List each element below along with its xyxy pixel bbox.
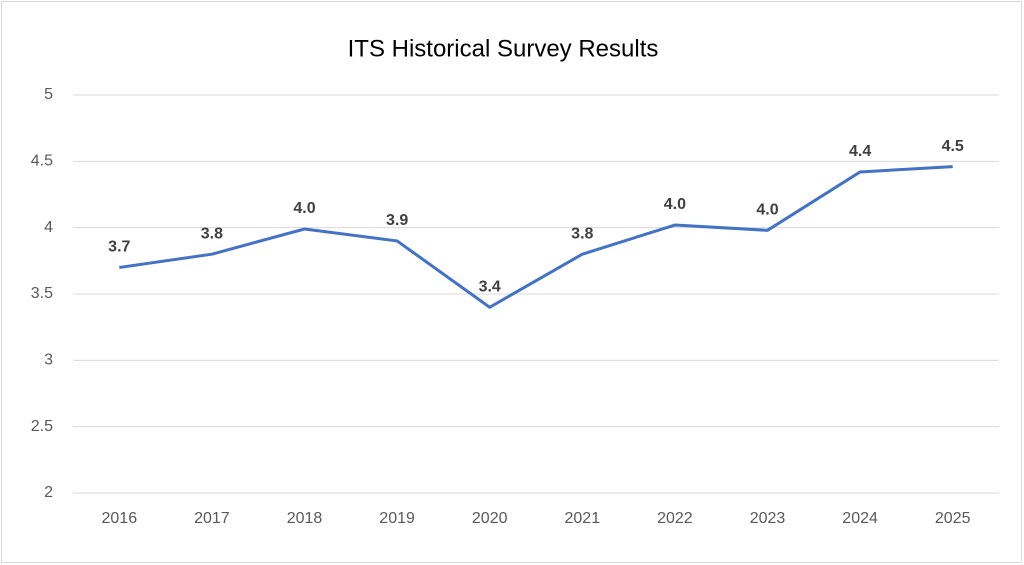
y-tick-label: 4.5 [31,153,53,170]
data-label: 3.8 [571,225,593,242]
y-tick-label: 2 [44,484,53,501]
x-tick-label: 2017 [194,510,230,527]
data-label: 3.9 [386,212,408,229]
data-label: 4.0 [293,200,315,217]
data-label: 4.0 [756,202,778,219]
data-label: 4.5 [942,138,964,155]
x-tick-label: 2019 [379,510,415,527]
data-label: 3.4 [479,278,501,295]
x-tick-label: 2024 [842,510,878,527]
data-label: 3.8 [201,225,223,242]
y-tick-label: 5 [44,86,53,103]
x-tick-label: 2018 [287,510,323,527]
x-tick-label: 2022 [657,510,693,527]
y-tick-label: 2.5 [31,418,53,435]
x-tick-label: 2016 [102,510,138,527]
x-tick-label: 2023 [750,510,786,527]
y-tick-label: 4 [44,219,53,236]
data-label: 4.0 [664,196,686,213]
data-line [119,165,953,309]
data-label: 3.7 [108,239,130,256]
x-tick-label: 2025 [935,510,971,527]
x-tick-label: 2020 [472,510,508,527]
x-tick-label: 2021 [565,510,601,527]
chart-title: ITS Historical Survey Results [348,35,659,62]
data-label: 4.4 [849,143,871,160]
y-tick-label: 3 [44,352,53,369]
y-tick-label: 3.5 [31,285,53,302]
